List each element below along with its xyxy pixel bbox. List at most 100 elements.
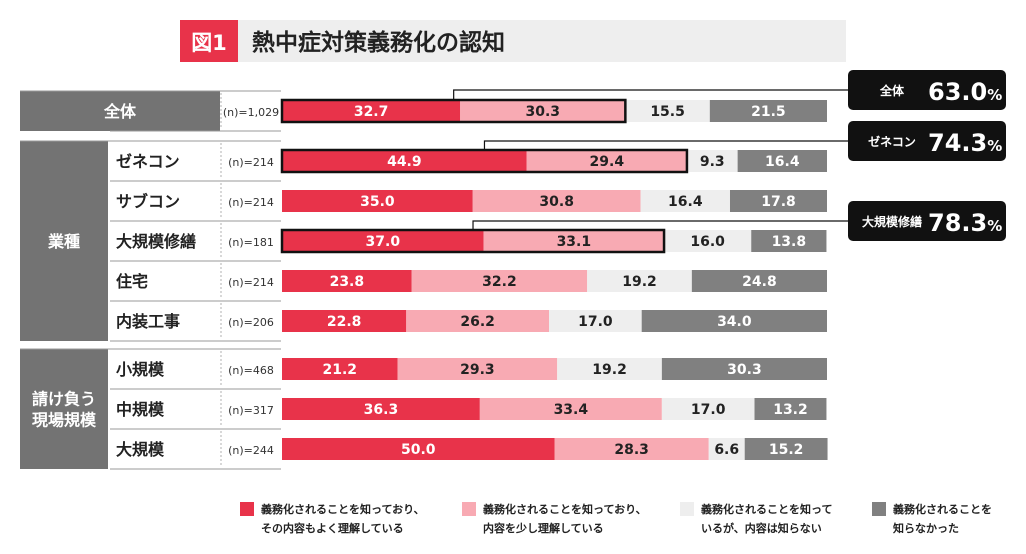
bar-segment [737,150,827,172]
bar-value-label: 13.2 [773,402,808,418]
bar-value-label: 50.0 [401,442,436,458]
row-label: 中規模 [116,400,165,419]
group-cell [20,349,108,469]
row-label: 大規模 [116,440,165,459]
row-label: ゼネコン [116,152,180,171]
row-label: 内装工事 [116,312,180,331]
bar-value-label: 19.2 [592,362,627,378]
bar-value-label: 37.0 [366,234,401,250]
row-n: (n)=206 [228,316,274,329]
bar-value-label: 16.0 [690,234,725,250]
bar-segment [751,230,827,252]
row-n: (n)=214 [228,276,274,289]
bar-segment [472,190,641,212]
bar-segment [526,150,687,172]
group-label: 業種 [47,232,80,251]
bar-value-label: 30.8 [539,194,574,210]
callout-label: ゼネコン [868,134,916,149]
callout-box [848,121,1006,161]
row-n: (n)=181 [228,236,274,249]
legend-swatch [462,502,476,516]
bar-segment [397,358,558,380]
group-label: 請け負う [32,390,96,409]
legend-label: その内容もよく理解している [261,521,404,535]
bar-segment [691,270,827,292]
bar-segment [549,310,642,332]
bar-value-label: 29.3 [460,362,495,378]
legend-label: 知らなかった [892,521,959,535]
bar-segment [282,398,480,420]
callout-box [848,70,1006,110]
callout-value: 63.0% [928,78,1002,106]
legend-swatch [680,502,694,516]
figure-badge-background [180,20,238,62]
bar-segment [411,270,588,292]
row-label: 大規模修繕 [116,232,196,251]
bar-value-label: 9.3 [700,154,725,170]
figure-badge: 図1 [191,31,227,55]
callout-line [472,220,848,230]
bar-value-label: 16.4 [668,194,703,210]
bar-value-label: 29.4 [590,154,625,170]
row-label: サブコン [116,192,180,211]
bar-segment [282,358,398,380]
bar-value-label: 24.8 [742,274,777,290]
group-cell [20,91,220,131]
bar-value-label: 15.2 [769,442,804,458]
legend-label: 義務化されることを知っており、 [483,502,647,516]
bar-value-label: 19.2 [622,274,657,290]
row-n: (n)=468 [228,364,274,377]
callout-value: 78.3% [928,209,1002,237]
bar-value-label: 17.8 [761,194,796,210]
bar-segment [754,398,827,420]
bar-value-label: 17.0 [578,314,613,330]
row-n: (n)=244 [228,444,274,457]
bar-value-label: 32.7 [354,104,389,120]
bar-value-label: 34.0 [717,314,752,330]
bar-segment [282,270,412,292]
bar-segment [282,438,555,460]
bar-value-label: 6.6 [714,442,739,458]
bar-segment [483,230,665,252]
bar-value-label: 26.2 [460,314,495,330]
legend-label: 内容を少し理解している [483,521,604,535]
bar-segment [557,358,662,380]
legend-label: 義務化されることを知っており、 [261,502,425,516]
bar-segment [744,438,828,460]
bar-segment [460,100,626,122]
bar-value-label: 28.3 [614,442,649,458]
bar-segment [640,190,730,212]
legend-swatch [240,502,254,516]
legend-label: いるが、内容は知らない [701,521,822,535]
callout-line [453,89,848,100]
bar-segment [587,270,692,292]
bar-value-label: 30.3 [526,104,561,120]
bar-value-label: 32.2 [482,274,517,290]
bar-segment [661,358,827,380]
group-cell [20,141,108,341]
bar-segment [686,150,738,172]
bar-segment [282,150,527,172]
bar-value-label: 13.8 [772,234,807,250]
bar-segment [406,310,550,332]
bar-value-label: 35.0 [360,194,395,210]
legend-swatch [872,502,886,516]
bar-segment [708,438,745,460]
bar-segment [729,190,827,212]
bar-value-label: 23.8 [330,274,365,290]
row-n: (n)=317 [228,404,274,417]
bar-segment [479,398,662,420]
bar-value-label: 16.4 [765,154,800,170]
callout-value: 74.3% [928,129,1002,157]
bar-value-label: 36.3 [364,402,399,418]
bar-value-label: 30.3 [727,362,762,378]
callout-box [848,201,1006,241]
group-label: 現場規模 [32,411,97,430]
bar-value-label: 44.9 [387,154,422,170]
bar-value-label: 17.0 [691,402,726,418]
group-label: 全体 [103,102,137,121]
bar-segment [282,230,484,252]
bar-value-label: 21.5 [751,104,786,120]
bar-value-label: 15.5 [650,104,685,120]
